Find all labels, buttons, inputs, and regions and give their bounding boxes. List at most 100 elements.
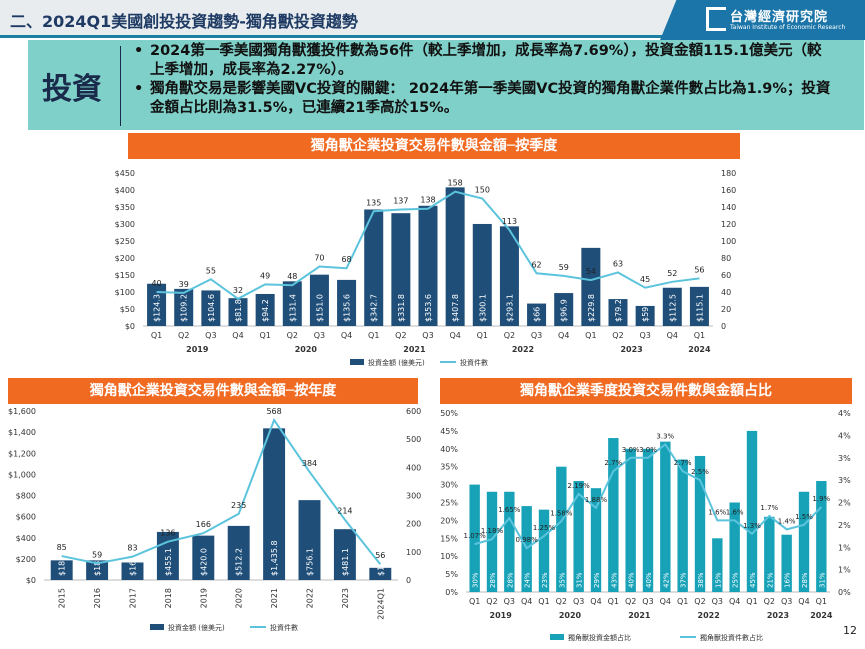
c0-legend-bar-swatch (350, 359, 364, 365)
chart2-title: 獨角獸企業投資交易件數與金額─按年度 (8, 378, 418, 404)
c1-bar (227, 525, 250, 580)
c0-ytick-left: $50 (120, 305, 135, 314)
c0-line-label: 150 (475, 186, 490, 195)
c2-xtick: Q4 (590, 597, 601, 606)
c2-legend-line-label: 獨角獸投資件數占比 (700, 633, 763, 642)
c0-bar (391, 213, 411, 326)
c0-line-label: 39 (179, 280, 189, 289)
c1-line-label: 136 (160, 529, 175, 538)
c0-year-label: 2020 (295, 345, 318, 354)
c2-year-label: 2021 (628, 611, 651, 620)
c2-ytick-right: 4% (838, 409, 851, 418)
c0-ytick-right: 20 (721, 305, 731, 314)
c1-line-label: 166 (196, 520, 211, 529)
c0-line-label: 52 (667, 269, 677, 278)
c2-ytick-right: 1% (838, 566, 851, 575)
c0-line-label: 59 (559, 263, 569, 272)
c2-xtick: Q1 (538, 597, 549, 606)
c2-line-label: 1.25% (533, 524, 556, 532)
c2-xtick: Q4 (660, 597, 671, 606)
c0-bar (201, 290, 221, 326)
c2-bar-label: 37% (680, 572, 688, 588)
c0-bar-label: $331.8 (397, 294, 406, 322)
c2-xtick: Q1 (469, 597, 480, 606)
chart1-title: 獨角獸企業投資交易件數與金額─按季度 (128, 133, 740, 159)
c0-bar-label: $81.8 (234, 299, 243, 322)
c0-xtick: Q2 (504, 331, 515, 340)
c0-bar-label: $229.8 (587, 294, 596, 322)
c0-line-label: 32 (233, 286, 243, 295)
c0-xtick: Q2 (287, 331, 298, 340)
c2-bar-label: 28% (506, 572, 514, 588)
c2-ytick-left: 20% (440, 516, 458, 525)
c1-bar-label: $756.1 (306, 548, 315, 576)
c1-xtick: 2022 (306, 588, 315, 608)
c2-bar (504, 491, 515, 592)
c2-xtick: Q3 (642, 597, 653, 606)
c0-legend-line-label: 投資件數 (460, 358, 488, 367)
c1-line-label: 568 (266, 407, 281, 416)
c0-ytick-left: $0 (125, 322, 135, 331)
c0-year-label: 2019 (186, 345, 209, 354)
c0-xtick: Q2 (395, 331, 406, 340)
c1-line-label: 214 (337, 507, 352, 516)
c0-bar-label: $135.6 (343, 294, 352, 322)
c0-ytick-right: 140 (721, 203, 736, 212)
c2-ytick-left: 15% (440, 534, 458, 543)
c2-bar-label: 31% (576, 572, 584, 588)
summary-divider (120, 46, 121, 126)
c0-year-label: 2023 (620, 345, 642, 354)
c2-series-line (474, 442, 823, 550)
c2-ytick-right: 4% (838, 431, 851, 440)
c1-ytick-left: $1,000 (8, 470, 36, 479)
c1-bar-label: $115.1 (376, 548, 385, 576)
c2-bar-label: 24% (524, 572, 532, 588)
c1-xtick: 2019 (199, 588, 208, 608)
c0-line-label: 48 (287, 272, 297, 281)
c2-bar-label: 23% (541, 572, 549, 588)
c2-year-label: 2020 (559, 611, 582, 620)
c2-bar-label: 15% (714, 572, 722, 588)
c2-xtick: Q2 (694, 597, 705, 606)
c0-xtick: Q3 (639, 331, 650, 340)
c0-ytick-left: $250 (115, 237, 135, 246)
c1-legend-bar-swatch (150, 624, 164, 630)
c2-line-label: 1.65% (498, 506, 521, 514)
c0-ytick-left: $100 (115, 288, 135, 297)
c0-bar (635, 305, 655, 326)
c2-line-label: 1.9% (812, 495, 830, 503)
c1-ytick-left: $400 (16, 534, 36, 543)
c0-bar-label: $407.8 (451, 294, 460, 322)
c1-series-line (61, 417, 382, 565)
c2-ytick-left: 25% (440, 499, 458, 508)
c1-ytick-left: $1,600 (8, 407, 36, 416)
c2-line-label: 3.0% (622, 446, 640, 454)
c2-line-label: 2.7% (604, 459, 622, 467)
c0-line-label: 135 (366, 198, 381, 207)
c2-bar (556, 466, 567, 592)
c2-bar-label: 40% (645, 572, 653, 588)
c0-bar-label: $96.9 (560, 299, 569, 322)
c2-ytick-left: 10% (440, 552, 458, 561)
c0-bar (255, 293, 275, 326)
c1-ytick-right: 200 (406, 520, 421, 529)
c0-bar-label: $342.7 (370, 294, 379, 322)
c2-bar-label: 43% (610, 572, 618, 588)
c2-bar-label: 16% (784, 572, 792, 588)
c2-ytick-right: 0% (838, 588, 851, 597)
c1-legend-line-label: 投資件數 (270, 623, 298, 632)
c0-bar-label: $353.6 (424, 294, 433, 322)
c1-xtick: 2016 (93, 588, 102, 608)
c0-line-label: 68 (341, 255, 351, 264)
c1-xtick: 2023 (341, 588, 350, 608)
page-number: 12 (843, 624, 857, 637)
c1-xtick: 2017 (129, 588, 138, 608)
c1-bar-label: $481.1 (341, 548, 350, 576)
c2-bar-label: 29% (593, 572, 601, 588)
c2-xtick: Q1 (746, 597, 757, 606)
bullet-1: 2024第一季美國獨角獸獲投件數為56件（較上季增加，成長率為7.69%），投資… (132, 42, 832, 80)
c2-xtick: Q2 (764, 597, 775, 606)
c0-line-label: 40 (151, 279, 161, 288)
c2-line-label: 1.3% (743, 522, 761, 530)
c0-ytick-right: 40 (721, 288, 731, 297)
